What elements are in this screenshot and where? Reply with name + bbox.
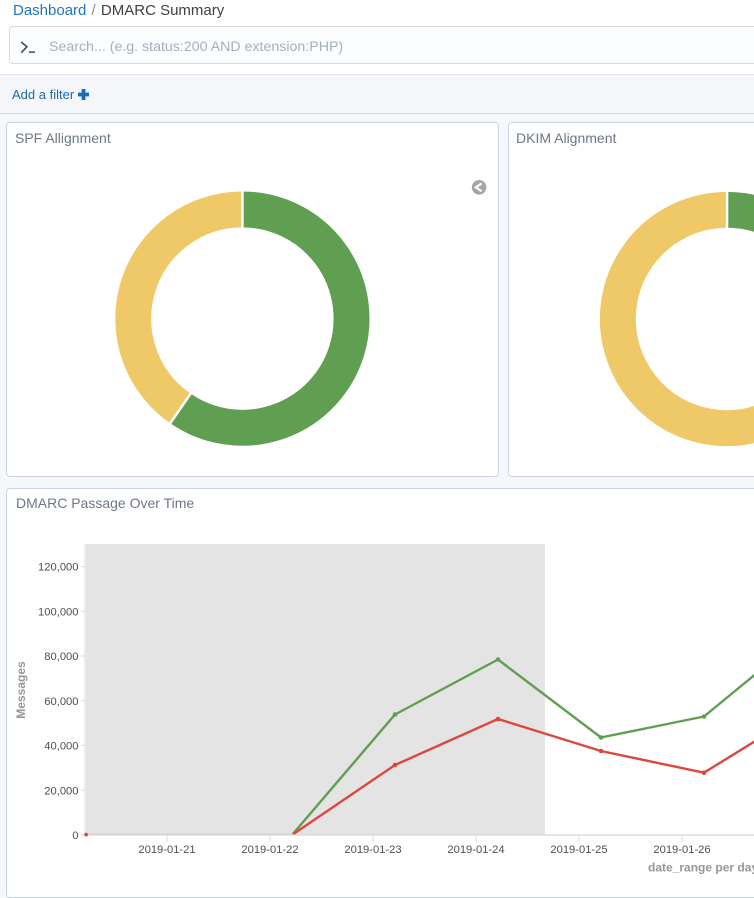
- svg-text:100,000: 100,000: [38, 606, 78, 618]
- svg-text:40,000: 40,000: [44, 741, 78, 753]
- svg-text:0: 0: [72, 830, 78, 842]
- svg-text:2019-01-22: 2019-01-22: [241, 844, 298, 856]
- svg-text:120,000: 120,000: [38, 562, 78, 574]
- svg-text:20,000: 20,000: [44, 785, 78, 797]
- svg-text:2019-01-21: 2019-01-21: [138, 844, 195, 856]
- svg-text:2019-01-26: 2019-01-26: [653, 844, 710, 856]
- svg-text:Messages: Messages: [14, 661, 28, 719]
- svg-text:date_range per day: date_range per day: [648, 861, 754, 875]
- svg-text:80,000: 80,000: [44, 651, 78, 663]
- svg-text:2019-01-25: 2019-01-25: [550, 844, 607, 856]
- svg-text:2019-01-23: 2019-01-23: [344, 844, 401, 856]
- svg-text:60,000: 60,000: [44, 696, 78, 708]
- svg-text:2019-01-24: 2019-01-24: [447, 844, 504, 856]
